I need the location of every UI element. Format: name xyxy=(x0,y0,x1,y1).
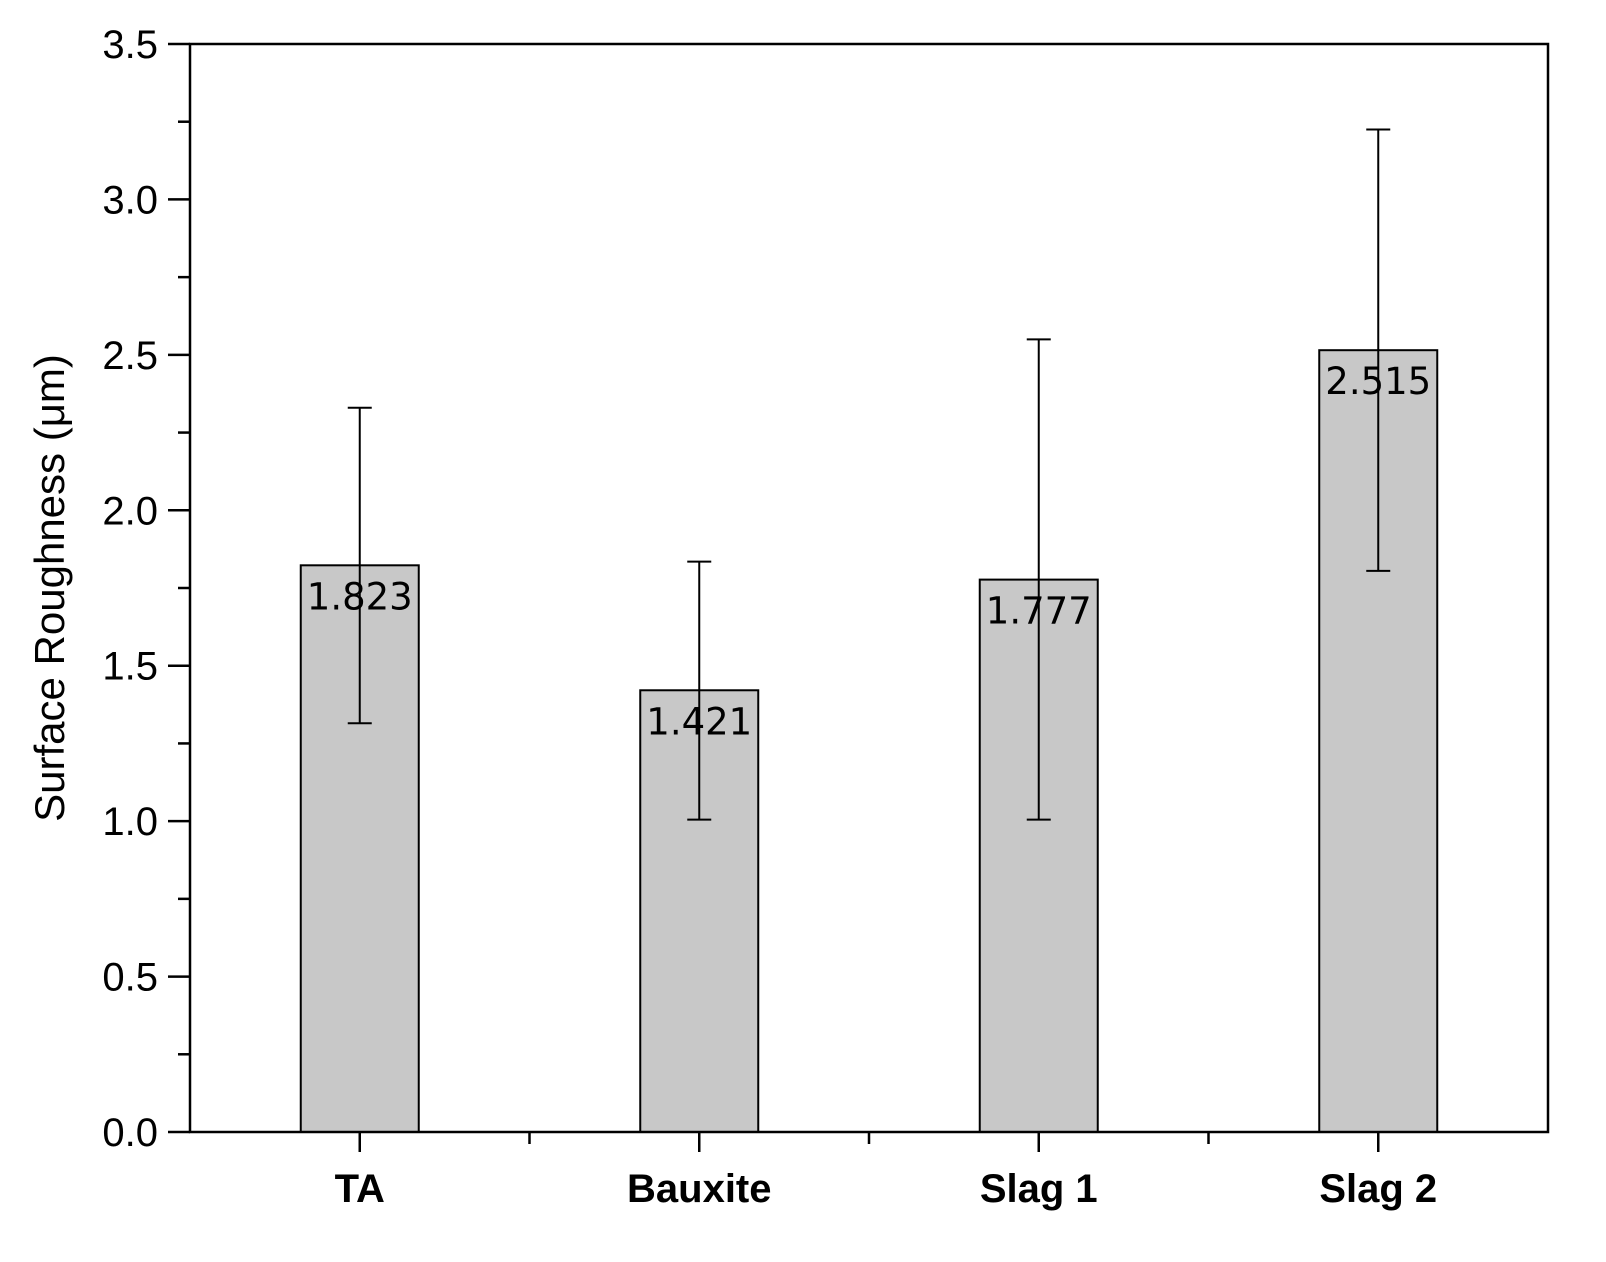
data-labels: 1.823 1.421 1.777 2.515 xyxy=(307,360,1431,743)
x-tick-label: TA xyxy=(335,1167,385,1211)
y-tick-label: 3.0 xyxy=(102,178,158,222)
y-tick-label: 2.0 xyxy=(102,489,158,533)
bars xyxy=(299,349,1439,1133)
y-tick-label: 3.5 xyxy=(102,23,158,67)
y-axis-label: Surface Roughness (μm) xyxy=(26,354,73,822)
x-axis-ticks: TA Bauxite Slag 1 Slag 2 xyxy=(335,1132,1437,1211)
data-label: 1.421 xyxy=(646,700,752,743)
y-tick-label: 1.5 xyxy=(102,645,158,689)
y-tick-label: 1.0 xyxy=(102,800,158,844)
x-tick-label: Bauxite xyxy=(627,1167,772,1211)
data-label: 2.515 xyxy=(1325,360,1431,403)
y-tick-label: 0.0 xyxy=(102,1111,158,1155)
x-tick-label: Slag 1 xyxy=(980,1167,1098,1211)
data-label: 1.777 xyxy=(986,590,1092,633)
y-tick-label: 0.5 xyxy=(102,956,158,1000)
plot-frame xyxy=(188,42,1550,1134)
data-label: 1.823 xyxy=(307,575,413,618)
y-axis-ticks: 0.0 0.5 1.0 1.5 2.0 2.5 3.0 3.5 xyxy=(102,23,190,1155)
y-tick-label: 2.5 xyxy=(102,334,158,378)
x-tick-label: Slag 2 xyxy=(1319,1167,1437,1211)
error-bars xyxy=(347,128,1391,821)
